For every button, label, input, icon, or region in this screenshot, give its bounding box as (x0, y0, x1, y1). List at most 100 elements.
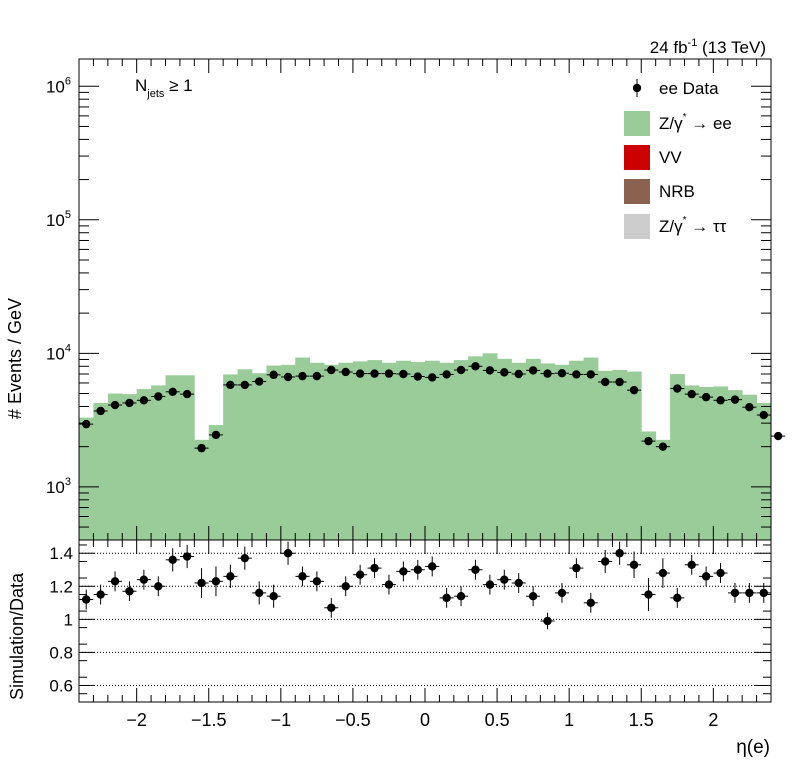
data-point (454, 365, 469, 375)
zee-hist-bar (453, 360, 469, 540)
ratio-point (655, 558, 670, 588)
legend-entry: VV (624, 145, 682, 170)
zee-hist-bar (482, 353, 498, 540)
ratio-y-tick-label: 1.2 (49, 577, 73, 596)
data-point (108, 400, 123, 410)
zee-hist-bar (598, 370, 613, 540)
legend-swatch (624, 214, 650, 239)
ratio-y-tick-label: 0.6 (49, 676, 73, 695)
x-tick-label: −0.5 (335, 710, 371, 730)
ratio-point (627, 551, 642, 579)
ratio-point (136, 569, 151, 590)
ratio-point (684, 554, 699, 575)
zee-hist-bar (612, 370, 628, 540)
ratio-point (281, 541, 296, 565)
legend-point-marker-dot (632, 83, 642, 93)
ratio-point (742, 582, 757, 603)
zee-hist-bar (352, 361, 368, 540)
legend-label: Z/γ* → ee (659, 112, 732, 133)
data-point (540, 369, 555, 378)
ratio-point (353, 564, 368, 585)
ratio-plot-frame (78, 539, 772, 703)
ratio-point (410, 559, 425, 580)
ratio-y-tick-label: 1.4 (49, 544, 73, 563)
data-point (353, 369, 368, 378)
data-point (266, 370, 281, 380)
zee-hist-bar (569, 360, 584, 540)
legend-swatch (624, 111, 650, 136)
ratio-y-axis-label: Simulation/Data (7, 572, 27, 700)
ratio-point (208, 566, 223, 597)
data-point (223, 380, 238, 390)
data-point (569, 370, 584, 379)
data-point (237, 380, 252, 390)
data-point (612, 377, 627, 387)
ratio-y-tick-label: 0.8 (49, 643, 73, 662)
ratio-point (396, 561, 411, 582)
zee-hist-bar (410, 362, 426, 540)
data-point (756, 410, 771, 420)
zee-hist-bar (367, 360, 383, 540)
zee-hist-bar (122, 394, 138, 540)
zee-hist-bar (324, 364, 339, 540)
ratio-point (699, 566, 714, 587)
x-tick-label: 1 (564, 710, 574, 730)
zee-hist-bar (511, 362, 527, 540)
ratio-y-tick-label: 1 (64, 610, 73, 629)
legend-label: ee Data (659, 79, 719, 98)
data-point (583, 370, 598, 379)
main-axes-layer: 103 104 105 106 (46, 59, 772, 541)
ratio-point (482, 574, 497, 595)
main-panel: 103 104 105 106 (46, 58, 786, 541)
legend-entry: NRB (624, 179, 695, 204)
data-point (151, 392, 166, 401)
ratio-point (583, 592, 598, 613)
ratio-point (180, 544, 195, 569)
legend-label: VV (659, 148, 682, 167)
zee-hist-bar (641, 431, 657, 540)
ratio-point (425, 556, 440, 577)
zee-hist-bar (295, 357, 311, 540)
zee-hist-bar (280, 364, 296, 540)
ratio-point (367, 558, 382, 579)
zee-hist-bar (93, 402, 109, 540)
ratio-point (223, 564, 238, 588)
data-point (324, 365, 339, 375)
legend-swatch (624, 145, 650, 170)
data-point (482, 366, 497, 375)
zee-hist-bar (626, 371, 642, 540)
zee-hist-bar (727, 390, 743, 540)
ratio-point (381, 574, 396, 595)
data-point (641, 436, 656, 446)
data-point (468, 362, 483, 371)
data-point (381, 369, 396, 378)
ratio-point (165, 548, 180, 572)
data-point (208, 430, 223, 440)
legend: ee Data Z/γ* → ee VV NRB Z/γ* → ττ (624, 79, 732, 239)
ratio-point (93, 584, 108, 605)
legend-label: NRB (659, 182, 695, 201)
zee-hist-bar (151, 385, 166, 540)
ratio-point (554, 582, 569, 603)
ratio-point (151, 576, 166, 597)
ratio-point (295, 566, 310, 587)
zee-hist-bar (554, 364, 570, 540)
main-y-axis-label: # Events / GeV (5, 298, 25, 419)
zee-hist-bar (684, 385, 700, 540)
zee-hist-bar (252, 373, 267, 540)
ratio-point (79, 589, 94, 610)
data-point (79, 419, 94, 429)
ratio-point (569, 558, 584, 579)
data-point (281, 372, 296, 382)
data-point (627, 385, 642, 395)
ratio-point (526, 586, 541, 607)
zee-hist-bar (583, 357, 599, 540)
ratio-point (454, 586, 469, 607)
ratio-point (727, 582, 742, 603)
data-point (136, 396, 151, 405)
ratio-point (598, 549, 613, 574)
data-point (511, 369, 526, 379)
zee-hist-bar (179, 375, 195, 540)
ratio-point (108, 571, 123, 592)
